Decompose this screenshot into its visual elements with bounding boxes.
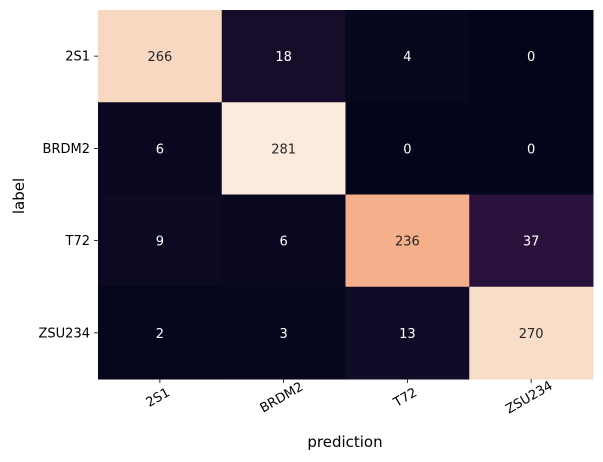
cell-value-label: 18: [275, 50, 292, 65]
x-axis-ticks: 2S1 BRDM2 T72 ZSU234: [144, 379, 556, 418]
x-axis-label: prediction: [307, 433, 382, 451]
cell-value-label: 236: [395, 235, 420, 250]
y-axis-label: label: [10, 178, 28, 214]
heatmap-cell: [221, 286, 346, 380]
cell-value-label: 0: [403, 142, 411, 157]
heatmap-cell-labels: 266 18 4 0 6 281 0 0 9 6 236 37 2 3 13 270: [147, 50, 543, 342]
cell-value-label: 13: [399, 327, 416, 342]
cell-value-label: 0: [527, 142, 535, 157]
heatmap-cell: [98, 102, 223, 195]
cell-value-label: 9: [156, 235, 164, 250]
heatmap-cell: [469, 194, 594, 288]
y-tick-label: ZSU234: [39, 326, 91, 341]
heatmap-cell: [345, 286, 470, 380]
cell-value-label: 2: [156, 327, 164, 342]
heatmap-cell: [469, 10, 594, 103]
x-tick-label: T72: [390, 385, 420, 411]
heatmap-cell: [98, 10, 223, 103]
cell-value-label: 266: [147, 50, 172, 65]
cell-value-label: 281: [271, 142, 296, 157]
cell-value-label: 6: [279, 235, 287, 250]
cell-value-label: 0: [527, 50, 535, 65]
cell-value-label: 3: [279, 327, 287, 342]
y-axis-ticks: 2S1 BRDM2 T72 ZSU234: [39, 50, 98, 341]
x-tick-label: BRDM2: [258, 380, 307, 417]
heatmap-cell: [221, 194, 346, 288]
heatmap-cell: [345, 194, 470, 288]
cell-value-label: 6: [156, 142, 164, 157]
heatmap-cell: [221, 10, 346, 103]
heatmap-cell: [98, 194, 223, 288]
heatmap-cell: [469, 102, 594, 195]
cell-value-label: 270: [519, 327, 544, 342]
heatmap-cell: [98, 286, 223, 380]
heatmap-cell: [345, 10, 470, 103]
x-tick-label: 2S1: [144, 385, 173, 410]
heatmap-cell: [345, 102, 470, 195]
heatmap-cells: [98, 10, 594, 380]
y-tick-label: 2S1: [65, 50, 90, 65]
heatmap-cell: [469, 286, 594, 380]
y-tick-label: BRDM2: [43, 142, 90, 157]
y-tick-label: T72: [65, 234, 90, 249]
cell-value-label: 37: [523, 235, 540, 250]
heatmap-cell: [221, 102, 346, 195]
cell-value-label: 4: [403, 50, 411, 65]
x-tick-label: ZSU234: [503, 379, 555, 418]
